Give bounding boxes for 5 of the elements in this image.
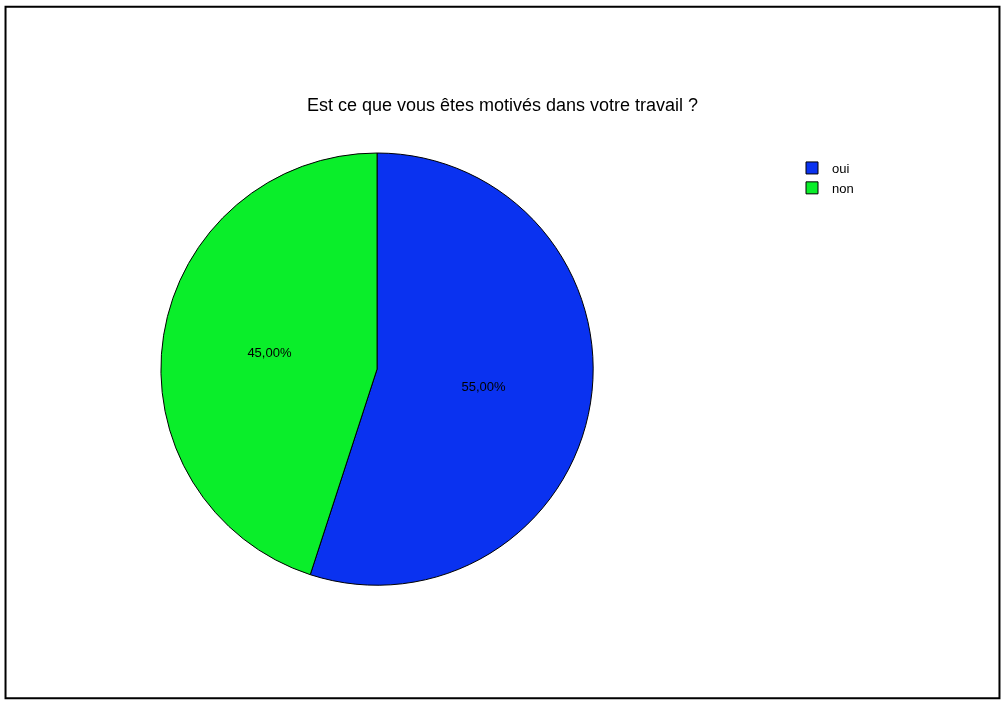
data-label: 55,00%	[461, 378, 507, 394]
chart-title: Est ce que vous êtes motivés dans votre travail ?	[306, 95, 699, 116]
legend-label: oui	[832, 161, 850, 177]
data-label: 45,00%	[247, 344, 292, 360]
legend-label: non	[832, 180, 854, 196]
